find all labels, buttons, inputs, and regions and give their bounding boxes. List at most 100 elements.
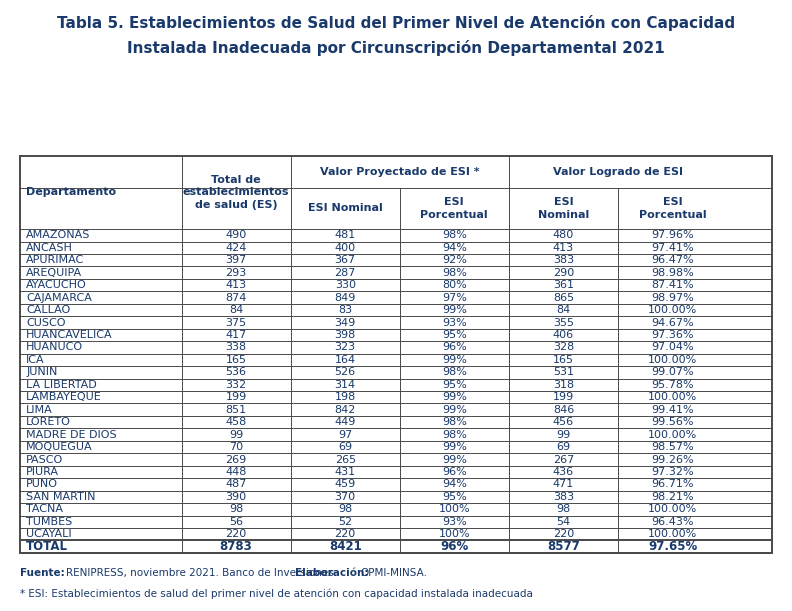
Text: 436: 436 <box>553 467 574 477</box>
Text: 99%: 99% <box>442 404 466 415</box>
Text: 398: 398 <box>334 330 356 340</box>
Text: 97: 97 <box>338 430 352 440</box>
Text: 842: 842 <box>334 404 356 415</box>
Text: 97.41%: 97.41% <box>651 243 694 253</box>
Text: 332: 332 <box>226 380 246 390</box>
Text: 97.32%: 97.32% <box>651 467 694 477</box>
Text: 318: 318 <box>553 380 574 390</box>
Text: 98%: 98% <box>442 268 466 278</box>
Text: 98.98%: 98.98% <box>651 268 694 278</box>
Text: 95%: 95% <box>442 492 466 502</box>
Text: 458: 458 <box>226 417 247 427</box>
Text: 98: 98 <box>229 504 243 514</box>
Text: LAMBAYEQUE: LAMBAYEQUE <box>26 392 102 402</box>
Text: 390: 390 <box>226 492 246 502</box>
Text: 330: 330 <box>335 280 356 290</box>
Text: Departamento: Departamento <box>26 188 116 197</box>
Text: SAN MARTIN: SAN MARTIN <box>26 492 96 502</box>
Text: 94%: 94% <box>442 243 466 253</box>
Text: 323: 323 <box>335 342 356 353</box>
Text: PIURA: PIURA <box>26 467 59 477</box>
Text: * ESI: Establecimientos de salud del primer nivel de atención con capacidad inst: * ESI: Establecimientos de salud del pri… <box>20 588 533 599</box>
Text: 199: 199 <box>226 392 247 402</box>
Text: ESI Nominal: ESI Nominal <box>308 203 383 213</box>
Text: 70: 70 <box>229 442 243 452</box>
Text: 293: 293 <box>226 268 247 278</box>
Text: 314: 314 <box>335 380 356 390</box>
Text: 93%: 93% <box>442 318 466 327</box>
Text: 370: 370 <box>335 492 356 502</box>
Text: PUNO: PUNO <box>26 480 58 489</box>
Text: 69: 69 <box>556 442 570 452</box>
Text: 375: 375 <box>226 318 246 327</box>
Text: 87.41%: 87.41% <box>651 280 694 290</box>
Text: 471: 471 <box>553 480 574 489</box>
Text: 383: 383 <box>553 492 574 502</box>
Text: AYACUCHO: AYACUCHO <box>26 280 87 290</box>
Text: 95%: 95% <box>442 330 466 340</box>
Text: 448: 448 <box>226 467 247 477</box>
Text: Valor Proyectado de ESI *: Valor Proyectado de ESI * <box>320 167 480 177</box>
Text: 406: 406 <box>553 330 574 340</box>
Text: 199: 199 <box>553 392 574 402</box>
Text: 96%: 96% <box>442 342 466 353</box>
Text: 83: 83 <box>338 305 352 315</box>
Text: JUNIN: JUNIN <box>26 367 58 378</box>
Text: 367: 367 <box>335 255 356 265</box>
Text: 56: 56 <box>229 517 243 527</box>
Text: 874: 874 <box>226 293 247 302</box>
Text: 413: 413 <box>553 243 574 253</box>
Text: 98%: 98% <box>442 430 466 440</box>
Text: 98.97%: 98.97% <box>651 293 694 302</box>
Text: 536: 536 <box>226 367 246 378</box>
Text: 100.00%: 100.00% <box>648 504 697 514</box>
Text: OPMI-MINSA.: OPMI-MINSA. <box>360 568 428 578</box>
Text: 96.71%: 96.71% <box>651 480 694 489</box>
Text: 328: 328 <box>553 342 574 353</box>
Text: 400: 400 <box>335 243 356 253</box>
Text: 100.00%: 100.00% <box>648 529 697 540</box>
Text: 98: 98 <box>338 504 352 514</box>
Text: PASCO: PASCO <box>26 455 63 464</box>
Text: 431: 431 <box>335 467 356 477</box>
Text: 98: 98 <box>556 504 570 514</box>
Text: 96%: 96% <box>442 467 466 477</box>
Text: 8577: 8577 <box>547 540 580 553</box>
Text: 865: 865 <box>553 293 574 302</box>
Text: 220: 220 <box>226 529 247 540</box>
Text: 84: 84 <box>229 305 243 315</box>
Text: 480: 480 <box>553 230 574 240</box>
Text: 849: 849 <box>334 293 356 302</box>
Text: 100.00%: 100.00% <box>648 430 697 440</box>
Text: 481: 481 <box>334 230 356 240</box>
Text: LIMA: LIMA <box>26 404 53 415</box>
Text: 54: 54 <box>556 517 570 527</box>
Text: APURIMAC: APURIMAC <box>26 255 85 265</box>
Text: 94%: 94% <box>442 480 466 489</box>
Text: 8783: 8783 <box>219 540 253 553</box>
Text: 93%: 93% <box>442 517 466 527</box>
Text: 97%: 97% <box>442 293 466 302</box>
Text: LA LIBERTAD: LA LIBERTAD <box>26 380 97 390</box>
Text: TACNA: TACNA <box>26 504 63 514</box>
Text: 99.56%: 99.56% <box>651 417 694 427</box>
Text: 99.26%: 99.26% <box>651 455 694 464</box>
Text: HUANUCO: HUANUCO <box>26 342 83 353</box>
Text: 97.36%: 97.36% <box>651 330 694 340</box>
Text: 97.04%: 97.04% <box>651 342 694 353</box>
Text: 100%: 100% <box>439 504 470 514</box>
Text: MADRE DE DIOS: MADRE DE DIOS <box>26 430 116 440</box>
Text: 98%: 98% <box>442 367 466 378</box>
Text: UCAYALI: UCAYALI <box>26 529 72 540</box>
Text: 94.67%: 94.67% <box>651 318 694 327</box>
Text: 99: 99 <box>229 430 243 440</box>
Text: 851: 851 <box>226 404 246 415</box>
Text: Total de
establecimientos
de salud (ES): Total de establecimientos de salud (ES) <box>183 175 289 210</box>
Text: MOQUEGUA: MOQUEGUA <box>26 442 93 452</box>
Text: 267: 267 <box>553 455 574 464</box>
Text: 99%: 99% <box>442 442 466 452</box>
Text: LORETO: LORETO <box>26 417 71 427</box>
Text: 99%: 99% <box>442 355 466 365</box>
Text: 290: 290 <box>553 268 574 278</box>
Text: 338: 338 <box>226 342 246 353</box>
